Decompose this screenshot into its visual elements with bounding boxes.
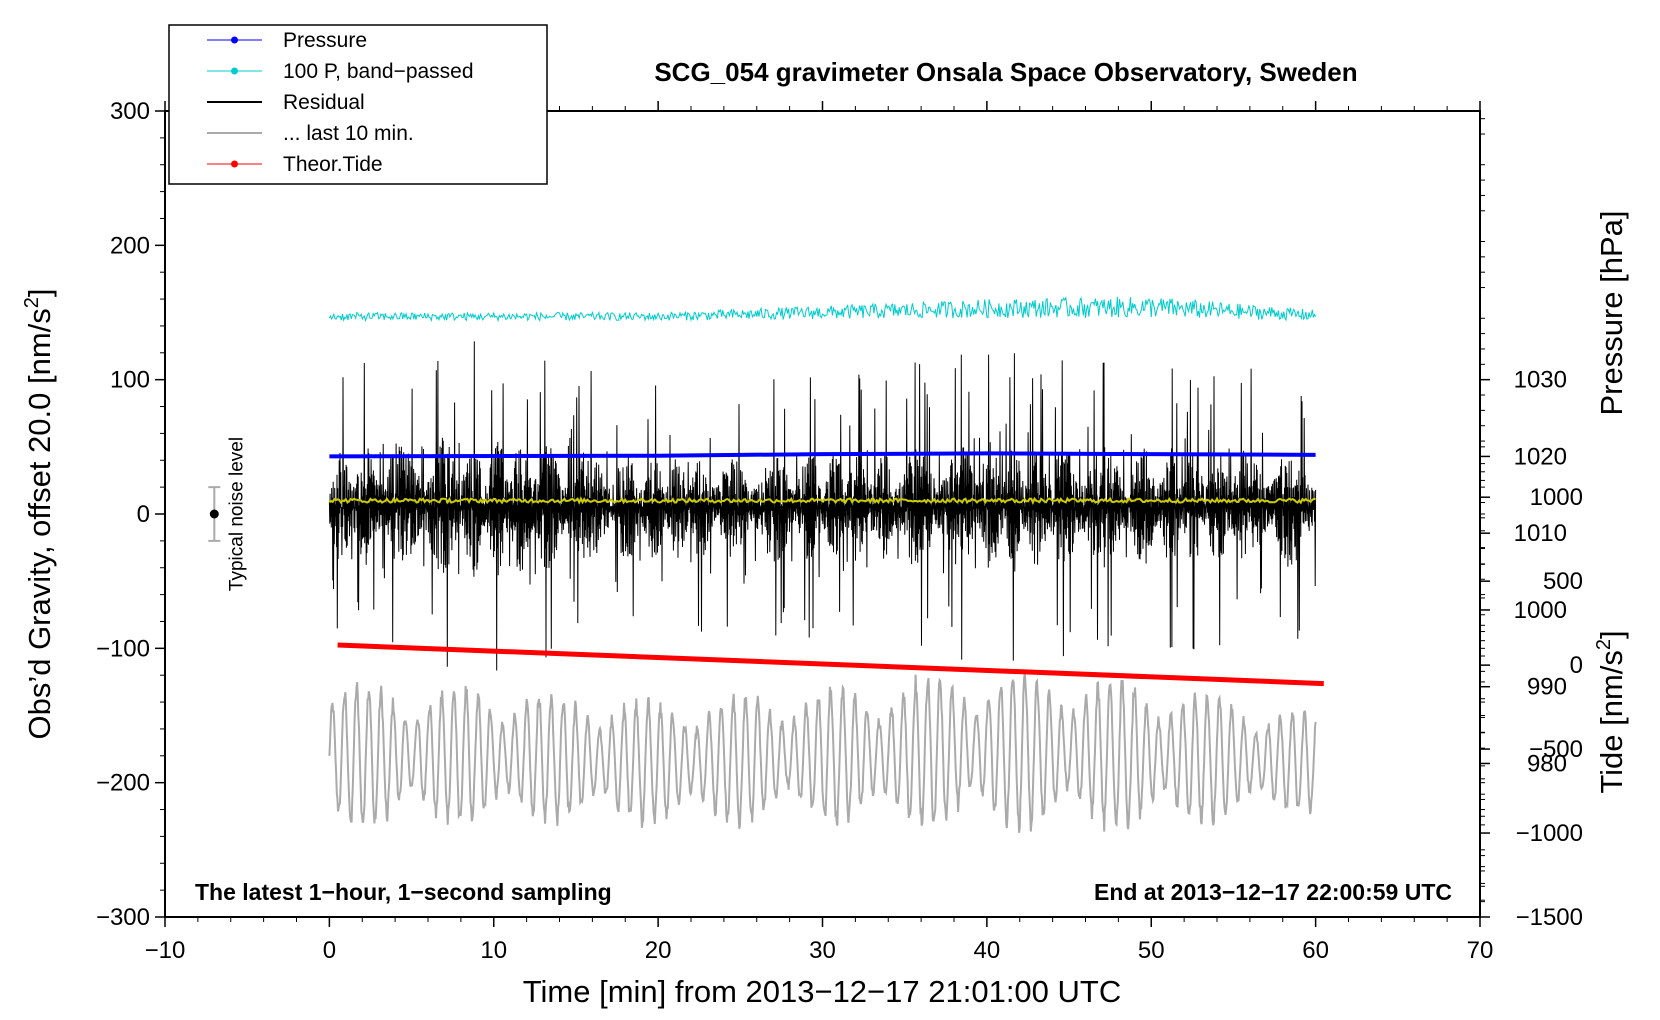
y-axis-gravity: 300 200 100 0 −100 −200 −300: [96, 98, 165, 931]
legend: Pressure 100 P, band−passed Residual ... la…: [168, 24, 548, 185]
x-tick-label: 0: [323, 937, 336, 964]
legend-label: Pressure: [283, 29, 367, 52]
legend-label: Theor.Tide: [283, 153, 383, 176]
legend-label: ... last 10 min.: [283, 122, 414, 145]
noise-bar-label: Typical noise level: [226, 437, 247, 591]
y-tick-label: −100: [96, 635, 150, 662]
tide-tick-label: 500: [1543, 568, 1583, 595]
legend-label: 100 P, band−passed: [283, 60, 474, 83]
y-axis-title-pressure: Pressure [hPa]: [1594, 210, 1629, 415]
x-tick-label: 70: [1467, 937, 1494, 964]
pressure-tick-label: 1010: [1514, 520, 1567, 547]
pressure-tick-label: 990: [1527, 674, 1567, 701]
pressure-tick-label: 1000: [1514, 597, 1567, 624]
y-axis-title-gravity: Obs’d Gravity, offset 20.0 [nm/s2]: [21, 288, 57, 739]
x-tick-label: 60: [1302, 937, 1329, 964]
series-theor-tide-line: [337, 642, 1324, 687]
pressure-tick-label: 980: [1527, 750, 1567, 777]
y-axis-title-gravity-end: ]: [22, 288, 57, 297]
x-tick-label: 40: [974, 937, 1001, 964]
legend-marker: [231, 36, 238, 44]
y-axis-pressure: 1030 1020 1010 1000 990 980: [1480, 118, 1567, 903]
legend-marker: [231, 160, 238, 168]
series-pressure-line: [329, 451, 1316, 459]
y-tick-label: 300: [110, 98, 150, 125]
pressure-tick-label: 1020: [1514, 443, 1567, 470]
chart-title: SCG_054 gravimeter Onsala Space Observat…: [654, 57, 1357, 87]
x-tick-label: 20: [645, 937, 672, 964]
tide-tick-label: 0: [1570, 652, 1583, 679]
y-axis-title-tide-end: ]: [1594, 630, 1629, 639]
y-tick-label: 100: [110, 367, 150, 394]
y-tick-label: −300: [96, 904, 150, 931]
series-residual-mean-line: [328, 496, 1316, 506]
tide-tick-label: −500: [1529, 736, 1583, 763]
y-tick-label: 200: [110, 232, 150, 259]
x-tick-label: 30: [809, 937, 836, 964]
pressure-tick-label: 1030: [1514, 367, 1567, 394]
noise-level-indicator: Typical noise level: [208, 437, 247, 591]
tide-tick-label: −1500: [1516, 904, 1583, 931]
y-axis-title-tide-main: Tide [nm/s: [1594, 650, 1629, 794]
y-tick-label: −200: [96, 770, 150, 797]
x-tick-label: 10: [480, 937, 507, 964]
legend-marker: [231, 67, 238, 75]
data-layer: [328, 296, 1324, 833]
tide-tick-label: −1000: [1516, 820, 1583, 847]
note-latest-hour: The latest 1−hour, 1−second sampling: [195, 879, 612, 905]
legend-label: Residual: [283, 91, 365, 114]
series-last-10-min-line: [328, 672, 1317, 833]
legend-box: [168, 24, 548, 185]
x-tick-label: −10: [145, 937, 186, 964]
y-axis-title-tide: Tide [nm/s2]: [1593, 630, 1629, 793]
x-axis-title: Time [min] from 2013−12−17 21:01:00 UTC: [523, 974, 1122, 1009]
y-axis-title-gravity-sup: 2: [21, 297, 43, 308]
note-end-time: End at 2013−12−17 22:00:59 UTC: [1094, 879, 1452, 905]
y-axis-title-tide-sup: 2: [1593, 639, 1615, 650]
tide-tick-label: 1000: [1530, 484, 1583, 511]
y-tick-label: 0: [137, 501, 150, 528]
x-tick-label: 50: [1138, 937, 1165, 964]
x-axis: −10 0 10 20 30 40 50 60 70: [145, 101, 1494, 964]
series-band-passed-line: [328, 296, 1317, 323]
noise-bar-dot: [209, 509, 219, 519]
y-axis-title-gravity-main: Obs’d Gravity, offset 20.0 [nm/s: [22, 308, 57, 739]
